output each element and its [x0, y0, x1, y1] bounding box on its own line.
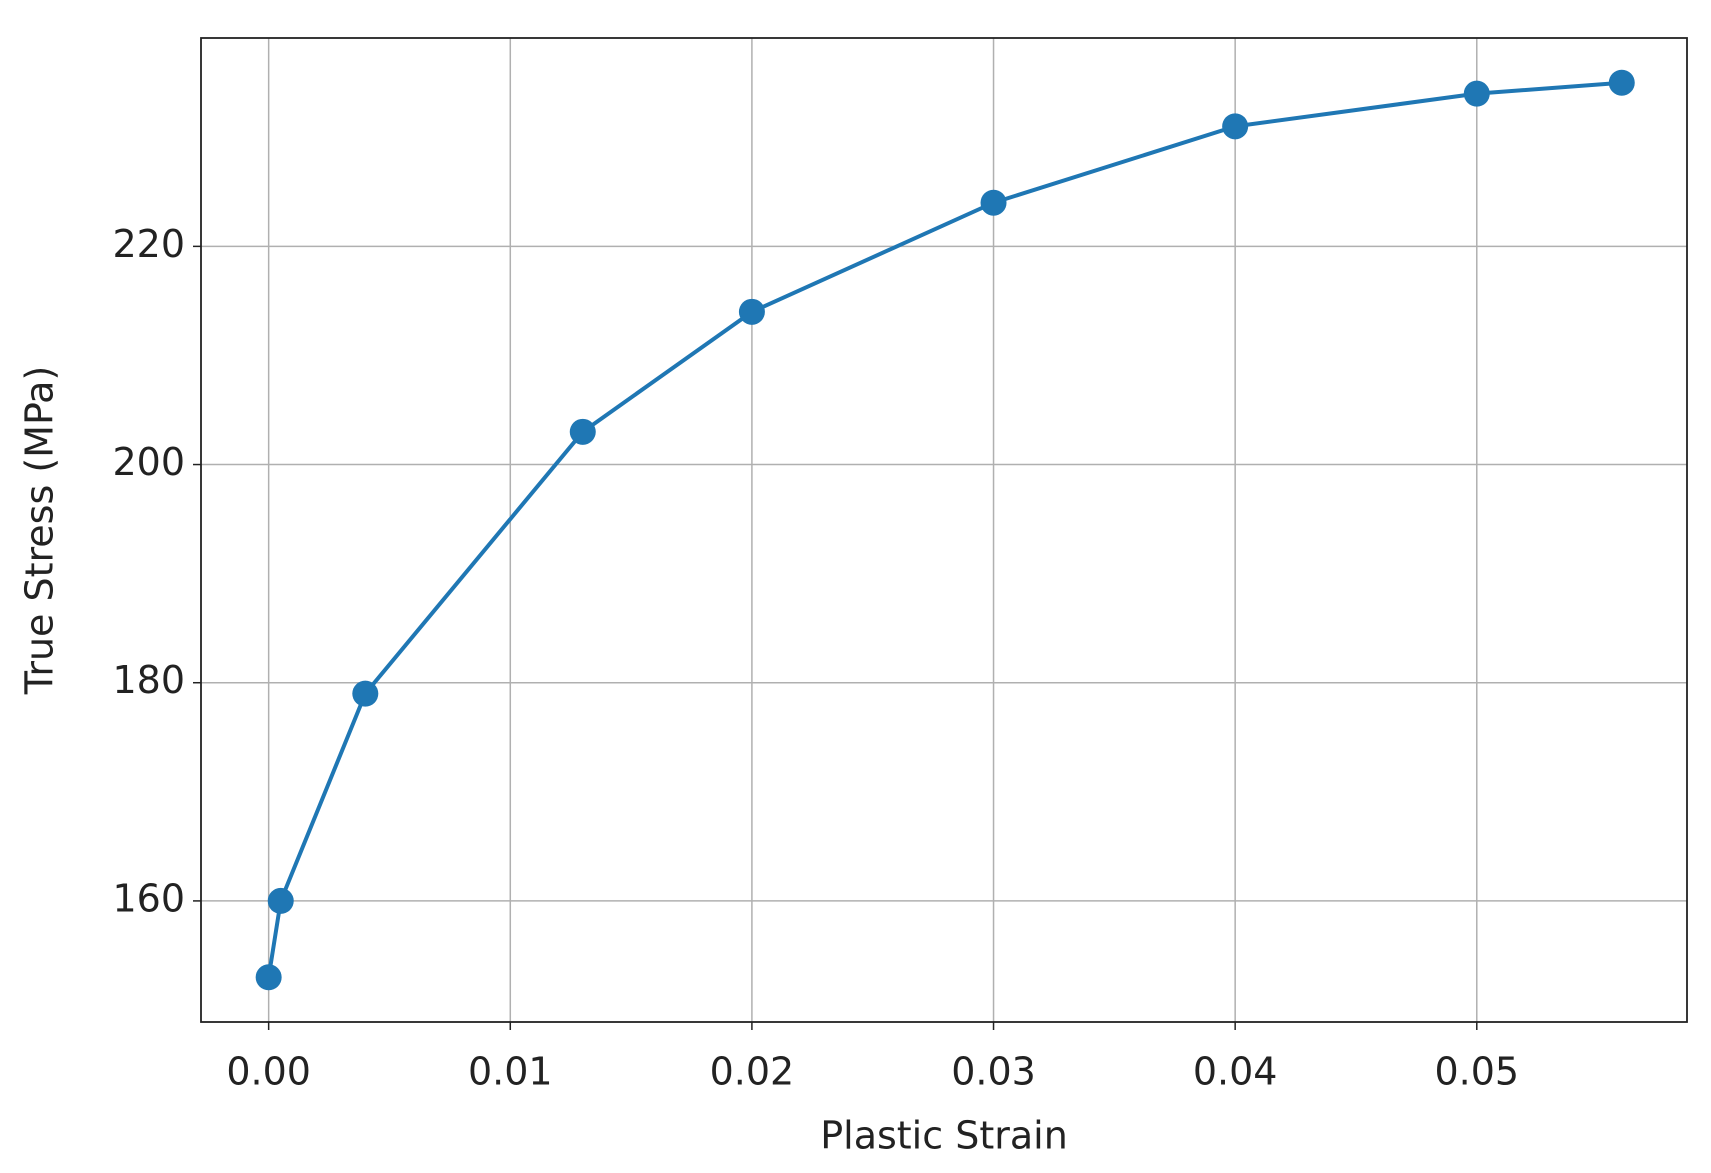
data-point: [1608, 69, 1635, 96]
x-axis-label: Plastic Strain: [820, 1114, 1068, 1158]
data-point: [980, 189, 1007, 216]
plot-frame: [200, 37, 1688, 1023]
y-tick-label: 220: [112, 222, 185, 266]
x-tick-label: 0.03: [951, 1050, 1036, 1094]
data-point: [569, 418, 596, 445]
x-tick-label: 0.01: [468, 1050, 553, 1094]
x-tick-label: 0.00: [226, 1050, 311, 1094]
y-tick-label: 200: [112, 440, 185, 484]
x-tick-label: 0.05: [1434, 1050, 1519, 1094]
data-point: [352, 680, 379, 707]
data-line: [266, 80, 1622, 978]
x-tick-label: 0.04: [1193, 1050, 1278, 1094]
x-tick-label: 0.02: [710, 1050, 795, 1094]
data-point: [1463, 80, 1490, 107]
data-point: [1222, 113, 1249, 140]
y-tick-label: 160: [112, 876, 185, 920]
data-point: [255, 964, 282, 991]
y-axis-label: True Stress (MPa): [18, 366, 62, 696]
y-tick-label: 180: [112, 658, 185, 702]
data-point: [267, 887, 294, 914]
data-point: [738, 298, 765, 325]
